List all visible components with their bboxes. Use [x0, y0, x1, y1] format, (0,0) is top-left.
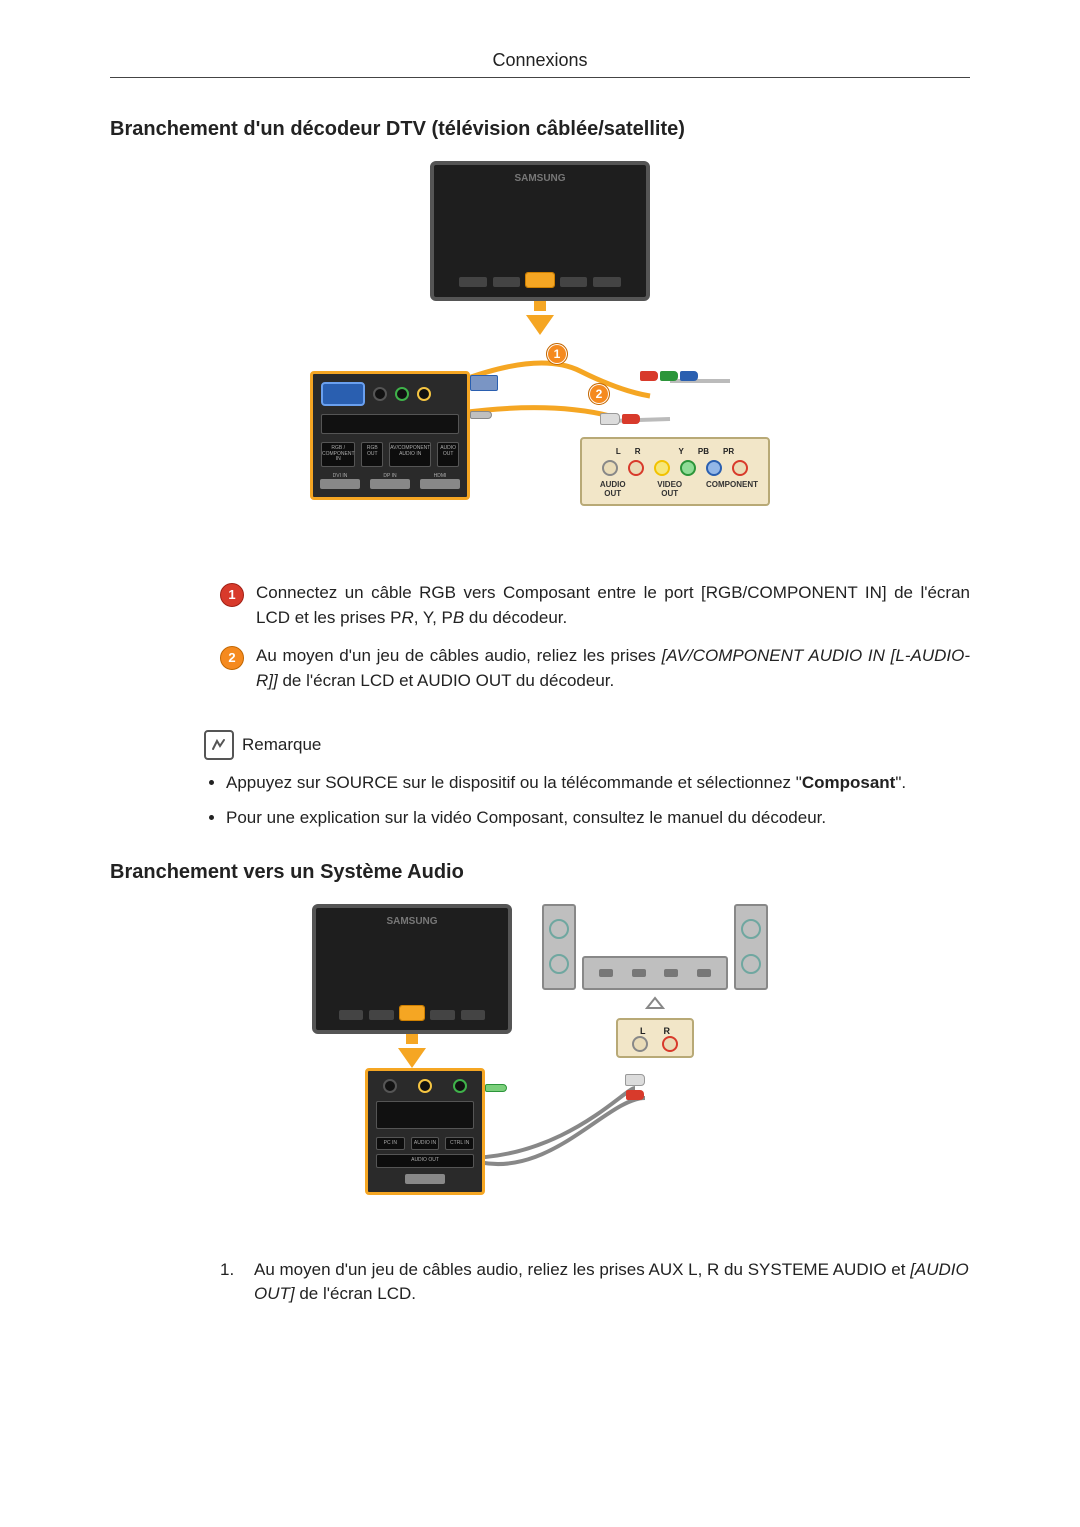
note-item: Pour une explication sur la vidéo Compos…: [226, 805, 970, 831]
rca-jack-icon: [602, 460, 618, 476]
jack-port-icon: [453, 1079, 467, 1093]
arrow-down-icon: [406, 1034, 418, 1044]
rca-jack-icon: [680, 460, 696, 476]
aux-panel: L R: [616, 1018, 694, 1058]
remarque-heading: Remarque: [204, 730, 970, 760]
decoder-section-label: COMPONENT: [706, 480, 758, 498]
tv-port-strip: [339, 1006, 485, 1020]
page-header: Connexions: [110, 50, 970, 78]
ordered-number: 1.: [220, 1258, 240, 1307]
bp-bottom-label: DVI IN: [320, 473, 360, 479]
lcd-back-panel: RGB / COMPONENT IN RGB OUT AV/COMPONENT …: [310, 371, 470, 500]
audio-jack-plug-icon: [485, 1084, 507, 1092]
decoder-section-label: VIDEO OUT: [649, 480, 690, 498]
jack-port-icon: [395, 387, 409, 401]
step-item: 1 Connectez un câble RGB vers Composant …: [220, 581, 970, 630]
step-badge-1: 1: [220, 583, 244, 607]
step-item: 2 Au moyen d'un jeu de câbles audio, rel…: [220, 644, 970, 693]
decoder-panel: L R Y PB PR: [580, 437, 770, 506]
step-text: Connectez un câble RGB vers Composant en…: [256, 581, 970, 630]
vga-port-icon: [321, 382, 365, 406]
rca-jack-icon: [632, 1036, 648, 1052]
aux-label: R: [664, 1026, 671, 1036]
audio-rca-plugs-icon: [625, 1074, 645, 1100]
bp-label: CTRL IN: [445, 1137, 474, 1151]
jack-port-icon: [373, 387, 387, 401]
jack-port-icon: [418, 1079, 432, 1093]
tv-port-strip: [459, 273, 620, 287]
tv-front: SAMSUNG: [312, 904, 512, 1034]
decoder-label: L: [616, 447, 621, 456]
speaker-icon: [542, 904, 576, 990]
bp-label: RGB / COMPONENT IN: [321, 442, 355, 467]
rca-jack-icon: [732, 460, 748, 476]
rca-jack-icon: [706, 460, 722, 476]
speaker-icon: [734, 904, 768, 990]
jack-port-icon: [383, 1079, 397, 1093]
arrow-up-icon: [645, 996, 665, 1012]
audio-system: L R: [542, 904, 768, 1058]
page: Connexions Branchement d'un décodeur DTV…: [0, 0, 1080, 1527]
arrow-down-icon: [534, 301, 546, 311]
ordered-item: 1. Au moyen d'un jeu de câbles audio, re…: [220, 1258, 970, 1307]
bp-label: AV/COMPONENT AUDIO IN: [389, 442, 431, 467]
receiver-icon: [582, 956, 728, 990]
audio-rca-plugs-icon: [600, 413, 640, 425]
vga-plug-icon: [470, 375, 498, 391]
section1-steps: 1 Connectez un câble RGB vers Composant …: [220, 581, 970, 694]
bp-label: PC IN: [376, 1137, 405, 1151]
callout-1: 1: [546, 343, 568, 365]
section1-notes: Appuyez sur SOURCE sur le dispositif ou …: [204, 770, 970, 831]
callout-2: 2: [588, 383, 610, 405]
decoder-label: Y: [679, 447, 684, 456]
section2-title: Branchement vers un Système Audio: [110, 861, 970, 884]
tv-brand: SAMSUNG: [386, 916, 437, 927]
tv-front: SAMSUNG: [430, 161, 650, 301]
section2-steps: 1. Au moyen d'un jeu de câbles audio, re…: [220, 1258, 970, 1307]
component-plugs-icon: [640, 371, 698, 381]
note-item: Appuyez sur SOURCE sur le dispositif ou …: [226, 770, 970, 796]
rca-jack-icon: [628, 460, 644, 476]
decoder-label: PB: [698, 447, 709, 456]
arrow-down-icon: [398, 1048, 426, 1068]
decoder-label: R: [635, 447, 641, 456]
step-text: Au moyen d'un jeu de câbles audio, relie…: [256, 644, 970, 693]
lcd-back-panel: PC IN AUDIO IN CTRL IN AUDIO OUT: [365, 1068, 485, 1195]
rca-jack-icon: [662, 1036, 678, 1052]
arrow-down-icon: [526, 315, 554, 335]
bp-bottom-label: HDMI: [420, 473, 460, 479]
rca-jack-icon: [654, 460, 670, 476]
decoder-label: PR: [723, 447, 734, 456]
remarque-label: Remarque: [242, 735, 321, 755]
jack-port-icon: [417, 387, 431, 401]
section1-title: Branchement d'un décodeur DTV (télévisio…: [110, 118, 970, 141]
bp-label: AUDIO IN: [411, 1137, 440, 1151]
note-icon: [204, 730, 234, 760]
tv-brand: SAMSUNG: [514, 173, 565, 184]
bp-label: AUDIO OUT: [437, 442, 459, 467]
step-text: Au moyen d'un jeu de câbles audio, relie…: [254, 1258, 970, 1307]
audio-jack-plug-icon: [470, 411, 492, 419]
bp-label: RGB OUT: [361, 442, 383, 467]
bp-bottom-label: DP IN: [370, 473, 410, 479]
aux-label: L: [640, 1026, 646, 1036]
decoder-section-label: AUDIO OUT: [592, 480, 633, 498]
figure-audio: SAMSUNG: [110, 904, 970, 1228]
bp-label: AUDIO OUT: [376, 1154, 474, 1168]
figure-dtv: SAMSUNG: [110, 161, 970, 551]
step-badge-2: 2: [220, 646, 244, 670]
